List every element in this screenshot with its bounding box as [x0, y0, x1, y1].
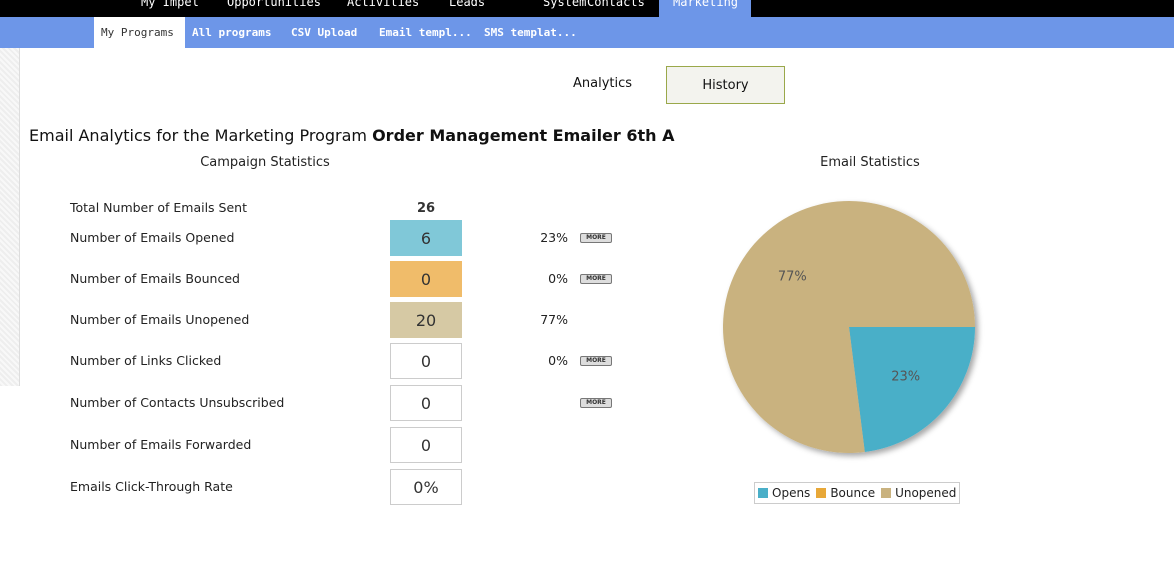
stat-value: 0 [390, 343, 462, 379]
subnav-item[interactable]: SMS templat... [484, 26, 577, 39]
stat-label: Number of Emails Unopened [70, 312, 250, 327]
program-name: Order Management Emailer 6th A [372, 126, 675, 145]
more-button[interactable]: MORE [580, 356, 612, 366]
subnav-item[interactable]: All programs [192, 26, 272, 39]
stat-label: Number of Links Clicked [70, 353, 222, 368]
legend-label: Bounce [830, 486, 876, 500]
nav-item[interactable]: Marketing [673, 0, 739, 9]
legend-swatch [881, 488, 892, 498]
legend-label: Unopened [895, 486, 957, 500]
tab[interactable]: History [666, 66, 785, 104]
pie-chart: 23% 77% [723, 200, 975, 453]
slice-label: 77% [778, 270, 807, 285]
stat-percent: 23% [540, 230, 568, 245]
legend: Opens Bounce Unopened [754, 482, 961, 504]
chart-title: Email Statistics [820, 155, 920, 170]
slice-label: 23% [891, 369, 920, 384]
stat-percent: 0% [548, 271, 568, 286]
stat-label: Number of Emails Opened [70, 230, 235, 245]
pie [723, 200, 975, 453]
pie-slice [723, 200, 975, 453]
pie-slice [849, 327, 975, 453]
legend-swatch [816, 488, 827, 498]
stat-value: 0% [390, 469, 462, 505]
sub-nav: My Programs All programs CSV Upload Email t… [0, 17, 1174, 48]
nav-item[interactable]: My Impel [141, 0, 199, 9]
more-button[interactable]: MORE [580, 398, 612, 408]
tab[interactable]: Analytics [573, 76, 633, 91]
stat-value: 0 [390, 261, 462, 297]
top-nav: My Impel Opportunities Activities Leads Syst… [0, 0, 1174, 17]
legend-label: Opens [772, 486, 811, 500]
stat-value: 6 [390, 220, 462, 256]
stat-percent: 77% [540, 312, 568, 327]
subnav-item[interactable]: My Programs [101, 26, 174, 39]
nav-active-bg [659, 0, 751, 17]
heading-prefix: Email Analytics for the Marketing Progra… [29, 126, 367, 145]
stat-label: Total Number of Emails Sent [70, 200, 247, 215]
heading: Email Analytics for the Marketing Progra… [29, 126, 674, 145]
stat-value: 0 [390, 385, 462, 421]
section-title: Campaign Statistics [200, 155, 330, 170]
stat-value: 26 [416, 200, 436, 216]
subnav-item[interactable]: CSV Upload [291, 26, 358, 39]
stat-value: 20 [390, 302, 462, 338]
nav-item[interactable]: Leads [449, 0, 486, 9]
nav-item[interactable]: System [543, 0, 587, 9]
nav-item[interactable]: Opportunities [227, 0, 321, 9]
stat-label: Number of Emails Forwarded [70, 437, 252, 452]
side-strip [0, 48, 20, 386]
more-button[interactable]: MORE [580, 274, 612, 284]
stat-percent: 0% [548, 353, 568, 368]
nav-item[interactable]: Contacts [587, 0, 645, 9]
legend-swatch [758, 488, 768, 498]
nav-item[interactable]: Activities [347, 0, 420, 9]
more-button[interactable]: MORE [580, 233, 612, 243]
subnav-item[interactable]: Email templ... [379, 26, 472, 39]
subnav-active-bg [94, 17, 185, 48]
stat-value: 0 [390, 427, 462, 463]
stat-label: Number of Emails Bounced [70, 271, 240, 286]
stat-label: Number of Contacts Unsubscribed [70, 395, 285, 410]
stat-label: Emails Click-Through Rate [70, 479, 233, 494]
